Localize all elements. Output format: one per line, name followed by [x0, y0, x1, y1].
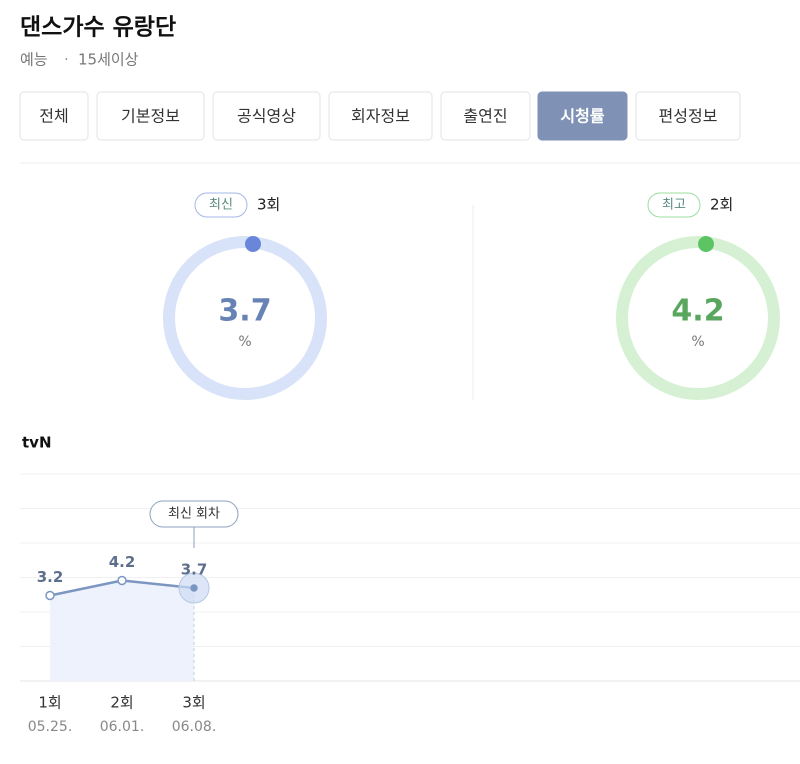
x-tick-label: 2회 — [110, 694, 133, 712]
tab[interactable]: 전체 — [19, 91, 89, 141]
genre: 예능 — [20, 51, 48, 69]
badge-pill — [194, 192, 248, 218]
annotation-pill — [149, 500, 239, 528]
point — [117, 575, 127, 586]
tab-bg — [440, 91, 531, 141]
rating-card: 최신 3회 3.7% — [163, 192, 327, 400]
tab-label: 편성정보 — [659, 107, 718, 126]
chart-title: tvN — [22, 434, 52, 452]
tab-bg — [537, 91, 628, 141]
value-label: 3.7 — [181, 561, 208, 579]
point — [190, 584, 198, 592]
tab-bg — [212, 91, 321, 141]
program-title: 댄스가수 유랑단 — [20, 15, 176, 41]
tab-bg — [328, 91, 433, 141]
tab[interactable]: 출연진 — [440, 91, 531, 141]
x-tick-label: 1회 — [38, 694, 61, 712]
rating-card: 최고 2회 4.2% — [616, 192, 780, 400]
annotation: 최신 회차 — [168, 507, 220, 522]
episode: 2회 — [710, 196, 733, 214]
point — [45, 590, 55, 601]
x-date-label: 06.01. — [100, 719, 145, 735]
x-date-label: 06.08. — [172, 719, 217, 735]
x-date-label: 05.25. — [28, 719, 73, 735]
tab-label: 회자정보 — [351, 107, 410, 126]
ring — [616, 236, 780, 400]
rating-age: 15세이상 — [78, 51, 139, 69]
value-label: 3.2 — [37, 568, 64, 586]
badge: 최신 — [209, 198, 233, 213]
episode: 3회 — [257, 196, 280, 214]
tab-label: 기본정보 — [121, 107, 180, 126]
tab-bg — [635, 91, 741, 141]
tab[interactable]: 편성정보 — [635, 91, 741, 141]
rating-unit: % — [238, 334, 251, 350]
tab[interactable]: 시청률 — [537, 91, 628, 141]
value-label: 4.2 — [109, 553, 136, 571]
badge-pill — [647, 192, 701, 218]
tab-label: 공식영상 — [237, 107, 296, 126]
tab[interactable]: 기본정보 — [96, 91, 205, 141]
rating-value: 3.7 — [218, 294, 271, 329]
separator: · — [64, 51, 69, 69]
badge: 최고 — [662, 198, 686, 213]
tab-label: 출연진 — [463, 107, 507, 126]
tab-label: 전체 — [39, 107, 68, 126]
area — [50, 580, 194, 681]
tab-bg — [96, 91, 205, 141]
tab-label: 시청률 — [560, 107, 604, 126]
tab[interactable]: 공식영상 — [212, 91, 321, 141]
x-tick-label: 3회 — [182, 694, 205, 712]
tab[interactable]: 회자정보 — [328, 91, 433, 141]
ring — [163, 236, 327, 400]
ring-dot — [245, 236, 261, 252]
rating-value: 4.2 — [671, 294, 724, 329]
ring-dot — [698, 236, 714, 252]
rating-unit: % — [691, 334, 704, 350]
tab-bg — [19, 91, 89, 141]
